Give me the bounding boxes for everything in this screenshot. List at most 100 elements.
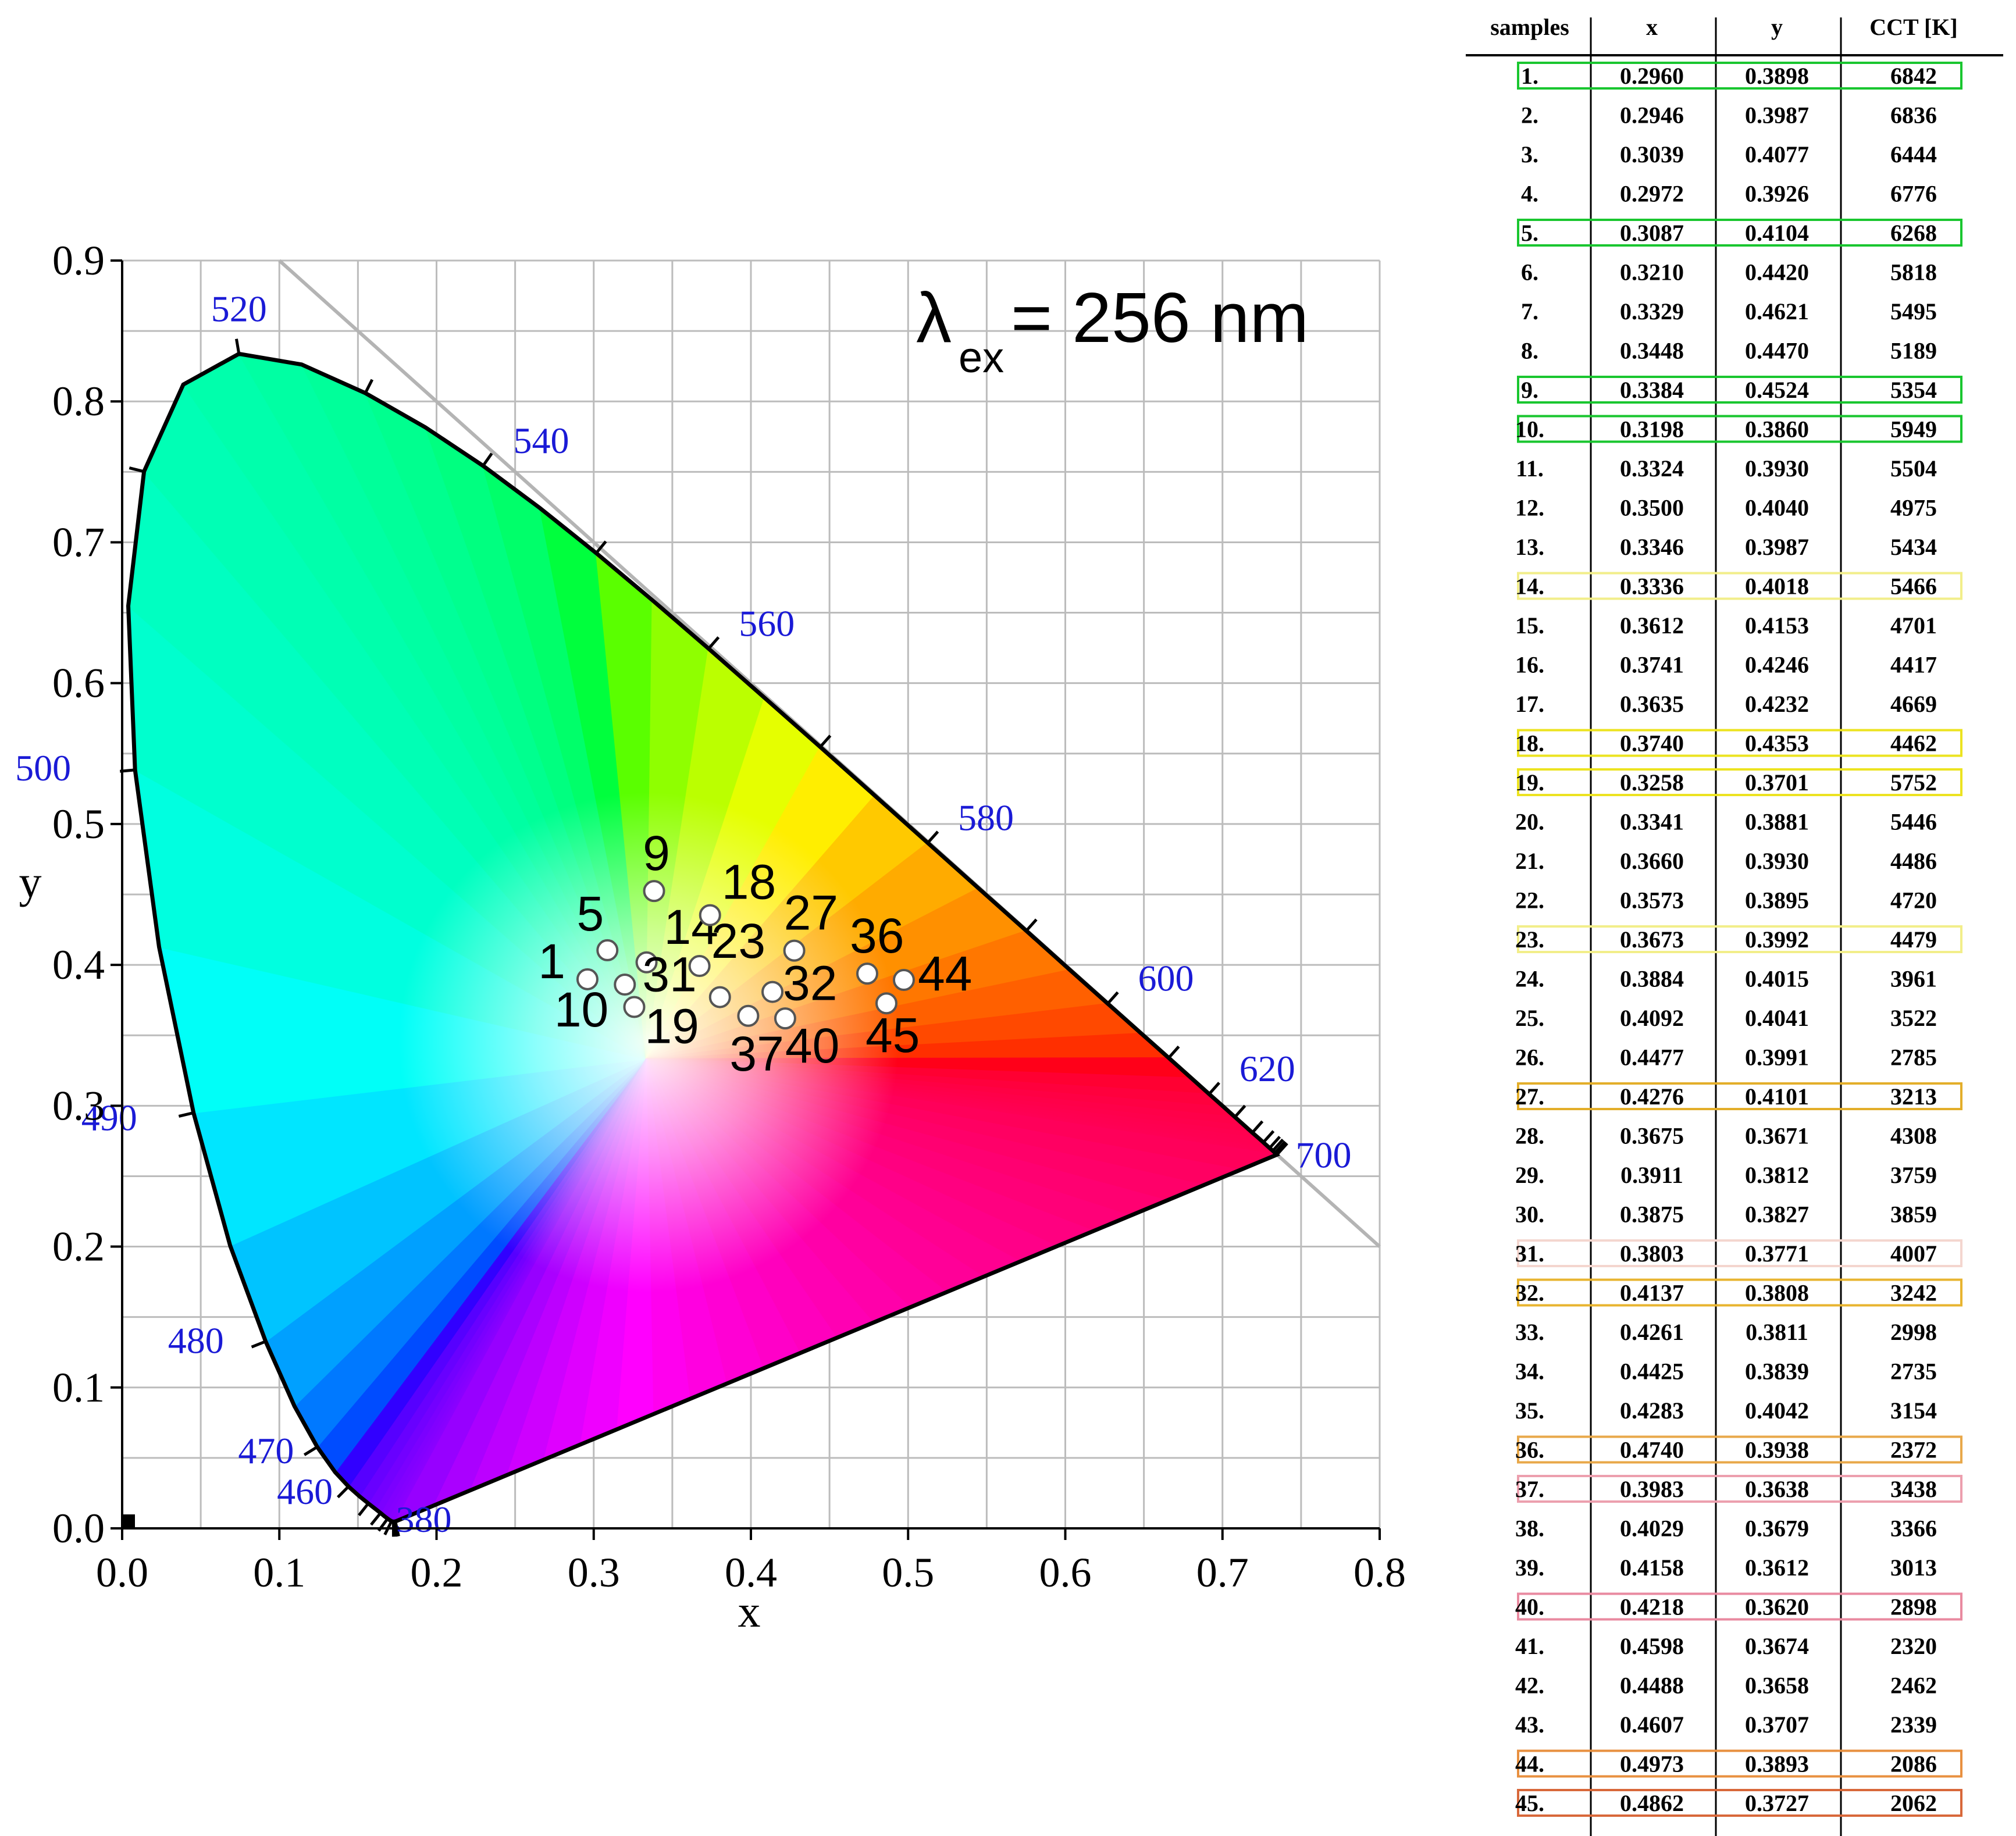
table-cell: 0.3448	[1620, 338, 1684, 364]
sample-point-1	[576, 968, 599, 990]
table-cell: 0.4153	[1745, 612, 1809, 639]
table-cell: 0.3741	[1620, 652, 1684, 678]
row-highlight-box	[1517, 1789, 1962, 1817]
wavelength-label-700: 700	[1296, 1134, 1352, 1175]
table-cell: 0.4353	[1745, 730, 1809, 757]
table-row: 32. 0.4137 0.3808 3242	[1515, 1278, 1962, 1307]
table-cell: 0.3983	[1620, 1476, 1684, 1502]
y-tick-label: 0.5	[52, 801, 105, 847]
locus-tick	[337, 1485, 350, 1499]
table-cell: 0.3671	[1745, 1123, 1809, 1149]
table-cell: 3013	[1890, 1555, 1937, 1581]
table-cell: 0.4607	[1620, 1712, 1684, 1738]
table-row: 26. 0.4477 0.3991 2785	[1515, 1044, 1937, 1071]
table-cell: 0.3926	[1745, 181, 1809, 207]
table-cell: 16.	[1515, 652, 1544, 678]
table-row: 29. 0.3911 0.3812 3759	[1515, 1162, 1937, 1188]
sample-label-18: 18	[722, 855, 776, 910]
table-row: 36. 0.4740 0.3938 2372	[1515, 1435, 1962, 1464]
table-cell: 0.4420	[1745, 259, 1809, 286]
table-cell: 0.4015	[1745, 966, 1809, 992]
table-cell: 0.3987	[1745, 534, 1809, 560]
table-cell: 0.4598	[1620, 1633, 1684, 1659]
table-cell: 0.3860	[1745, 416, 1809, 443]
table-cell: 6444	[1890, 141, 1937, 167]
row-highlight-box	[1517, 1749, 1962, 1778]
table-cell: 0.4018	[1745, 573, 1809, 600]
sample-label-37: 37	[729, 1026, 783, 1081]
table-row: 21. 0.3660 0.3930 4486	[1515, 848, 1937, 874]
table-cell: 3213	[1890, 1083, 1937, 1110]
table-cell: 3522	[1890, 1005, 1937, 1031]
table-cell: 4462	[1890, 730, 1937, 757]
excitation-annotation: λ ex = 256 nm	[916, 278, 1309, 382]
table-cell: 20.	[1515, 809, 1544, 835]
table-cell: 0.2960	[1620, 63, 1684, 89]
table-cell: 38.	[1515, 1516, 1544, 1542]
table-cell: 0.3384	[1620, 377, 1684, 403]
locus-tick	[482, 452, 493, 467]
table-cell: 25.	[1515, 1005, 1544, 1031]
table-row: 1. 0.2960 0.3898 6842	[1517, 62, 1962, 90]
table-row: 17. 0.3635 0.4232 4669	[1515, 691, 1937, 717]
table-cell: 0.3679	[1745, 1516, 1809, 1542]
table-cell: 6268	[1890, 220, 1937, 246]
table-cell: 2062	[1890, 1790, 1937, 1816]
row-highlight-box	[1517, 1278, 1962, 1307]
table-cell: 0.4232	[1745, 691, 1809, 717]
locus-tick	[927, 830, 939, 844]
column-header: samples	[1490, 14, 1569, 40]
table-cell: 5818	[1890, 259, 1937, 286]
table-cell: 0.3839	[1745, 1359, 1809, 1385]
table-cell: 0.4477	[1620, 1044, 1684, 1071]
table-cell: 8.	[1521, 338, 1538, 364]
table-row: 40. 0.4218 0.3620 2898	[1515, 1592, 1962, 1621]
row-highlight-box	[1517, 62, 1962, 90]
table-row: 35. 0.4283 0.4042 3154	[1515, 1398, 1937, 1424]
table-cell: 0.3827	[1745, 1202, 1809, 1228]
table-cell: 0.2972	[1620, 181, 1684, 207]
table-cell: 0.3087	[1620, 220, 1684, 246]
table-cell: 26.	[1515, 1044, 1544, 1071]
sample-point-44	[892, 969, 915, 992]
table-cell: 0.3258	[1620, 769, 1684, 796]
table-cell: 10.	[1515, 416, 1544, 443]
table-cell: 0.3341	[1620, 809, 1684, 835]
table-cell: 0.3707	[1745, 1712, 1809, 1738]
table-cell: 2998	[1890, 1319, 1937, 1345]
wavelength-label-460: 460	[277, 1471, 333, 1512]
wavelength-label-470: 470	[238, 1430, 294, 1471]
table-cell: 4479	[1890, 926, 1937, 953]
column-header: CCT [K]	[1869, 14, 1957, 40]
wavelength-label-600: 600	[1138, 958, 1194, 999]
table-cell: 0.4621	[1745, 298, 1809, 325]
table-cell: 0.3701	[1745, 769, 1809, 796]
sample-point-32	[761, 981, 784, 1003]
x-tick-label: 0.4	[725, 1549, 777, 1596]
row-highlight-box	[1517, 1475, 1962, 1503]
table-cell: 0.4246	[1745, 652, 1809, 678]
table-cell: 37.	[1515, 1476, 1544, 1502]
table-cell: 0.3938	[1745, 1437, 1809, 1463]
sample-label-27: 27	[784, 886, 838, 940]
locus-tick	[1167, 1045, 1180, 1059]
locus-tick	[1276, 1142, 1288, 1156]
row-highlight-box	[1517, 1239, 1962, 1267]
table-cell: 4720	[1890, 887, 1937, 914]
y-tick-label: 0.1	[52, 1364, 105, 1411]
table-row: 22. 0.3573 0.3895 4720	[1515, 887, 1937, 914]
sample-point-5	[596, 939, 619, 961]
table-row: 9. 0.3384 0.4524 5354	[1517, 376, 1962, 404]
locus-tick	[358, 1502, 370, 1517]
table-row: 10. 0.3198 0.3860 5949	[1515, 415, 1962, 443]
table-cell: 0.4092	[1620, 1005, 1684, 1031]
table-cell: 5949	[1890, 416, 1937, 443]
table-cell: 43.	[1515, 1712, 1544, 1738]
table-cell: 0.4101	[1745, 1083, 1809, 1110]
locus-tick	[1234, 1104, 1246, 1118]
table-cell: 22.	[1515, 887, 1544, 914]
locus-tick	[819, 735, 832, 748]
column-header: y	[1771, 14, 1783, 40]
